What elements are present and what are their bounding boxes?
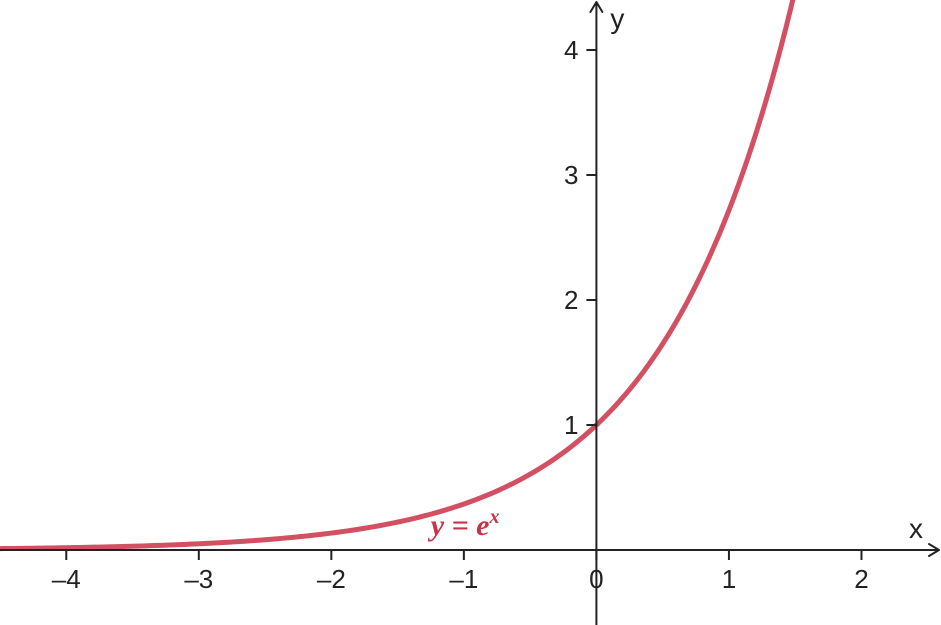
y-tick-label: 4 xyxy=(564,35,578,65)
x-tick-label: –2 xyxy=(317,564,346,594)
x-tick-label: –1 xyxy=(449,564,478,594)
curve-exponential xyxy=(0,0,941,549)
x-tick-label: –3 xyxy=(184,564,213,594)
y-axis-label: y xyxy=(610,3,624,34)
x-tick-label: 2 xyxy=(854,564,868,594)
x-axis-label: x xyxy=(909,513,923,544)
chart-svg: –4 –3 –2 –1 0 1 2 1 2 3 4 x y y = ex xyxy=(0,0,941,625)
x-tick-label: 0 xyxy=(589,564,603,594)
exponential-chart: –4 –3 –2 –1 0 1 2 1 2 3 4 x y y = ex xyxy=(0,0,941,625)
x-tick-label: –4 xyxy=(52,564,81,594)
y-tick-label: 1 xyxy=(564,410,578,440)
y-tick-label: 2 xyxy=(564,285,578,315)
equation-label: y = ex xyxy=(428,506,500,542)
y-tick-label: 3 xyxy=(564,160,578,190)
x-tick-label: 1 xyxy=(722,564,736,594)
